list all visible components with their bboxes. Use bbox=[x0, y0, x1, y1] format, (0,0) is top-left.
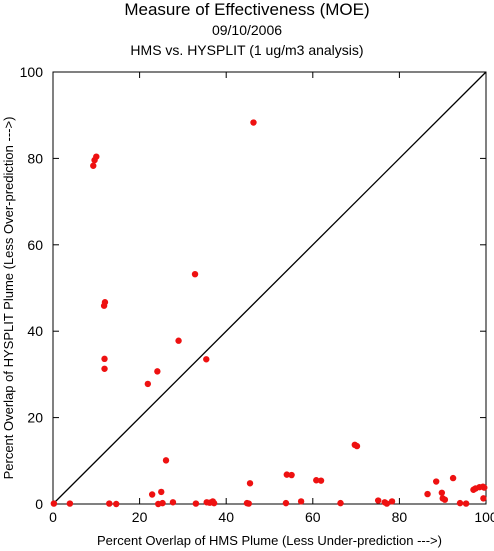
data-point bbox=[191, 270, 199, 278]
data-point bbox=[50, 500, 58, 507]
data-point bbox=[210, 499, 218, 507]
x-tick-label: 40 bbox=[218, 509, 234, 525]
data-point bbox=[462, 500, 470, 507]
data-point bbox=[449, 474, 457, 482]
data-point bbox=[101, 365, 108, 372]
data-point bbox=[106, 500, 113, 507]
data-point bbox=[317, 477, 325, 484]
data-point bbox=[101, 299, 109, 306]
data-point bbox=[313, 477, 320, 484]
data-point bbox=[288, 471, 295, 479]
data-point bbox=[93, 153, 100, 160]
data-point bbox=[433, 478, 440, 485]
data-point bbox=[246, 480, 254, 487]
axes-layer: 0 20 40 60 80 100 0 20 40 60 80 100 bbox=[20, 64, 494, 525]
data-point bbox=[113, 500, 120, 508]
y-tick-label: 60 bbox=[27, 237, 43, 253]
chart-title: Measure of Effectiveness (MOE) bbox=[124, 0, 370, 19]
diagonal-reference-line bbox=[52, 71, 487, 505]
data-point bbox=[353, 442, 361, 450]
x-tick-label: 20 bbox=[132, 509, 148, 525]
data-point bbox=[337, 499, 344, 507]
data-point bbox=[245, 500, 252, 507]
x-tick-label: 100 bbox=[474, 509, 494, 525]
data-point bbox=[148, 491, 156, 498]
data-point bbox=[159, 499, 166, 507]
data-point bbox=[144, 380, 152, 388]
data-point bbox=[424, 490, 431, 498]
x-tick-label: 80 bbox=[392, 509, 408, 525]
y-tick-label: 40 bbox=[27, 323, 43, 339]
data-point bbox=[101, 355, 108, 363]
x-tick-label: 60 bbox=[305, 509, 321, 525]
data-point bbox=[456, 499, 464, 507]
y-tick-label: 0 bbox=[35, 496, 43, 512]
y-tick-label: 80 bbox=[27, 150, 43, 166]
data-point bbox=[250, 119, 257, 126]
points-layer bbox=[50, 119, 488, 508]
data-point bbox=[374, 497, 382, 504]
data-point bbox=[441, 496, 449, 503]
data-point bbox=[66, 500, 74, 507]
data-point bbox=[158, 488, 165, 496]
data-point bbox=[154, 368, 161, 375]
x-axis-title: Percent Overlap of HMS Plume (Less Under… bbox=[97, 533, 442, 548]
data-point bbox=[162, 457, 170, 464]
data-point bbox=[297, 498, 305, 505]
chart-date: 09/10/2006 bbox=[211, 22, 283, 38]
y-tick-label: 100 bbox=[20, 64, 44, 80]
data-point bbox=[203, 356, 210, 363]
data-point bbox=[175, 337, 182, 344]
data-point bbox=[481, 484, 488, 491]
data-point bbox=[90, 162, 97, 169]
data-point bbox=[480, 495, 487, 502]
x-tick-label: 0 bbox=[49, 509, 57, 525]
data-point bbox=[192, 500, 200, 507]
plot-frame bbox=[52, 71, 487, 505]
data-point bbox=[169, 499, 177, 506]
y-axis-title: Percent Overlap of HYSPLIT Plume (Less O… bbox=[1, 117, 16, 480]
data-point bbox=[282, 499, 290, 507]
data-point bbox=[283, 471, 291, 478]
chart-subtitle: HMS vs. HYSPLIT (1 ug/m3 analysis) bbox=[130, 42, 364, 58]
data-point bbox=[383, 500, 391, 507]
data-point bbox=[388, 498, 396, 505]
y-tick-label: 20 bbox=[27, 410, 43, 426]
data-point bbox=[438, 489, 446, 496]
